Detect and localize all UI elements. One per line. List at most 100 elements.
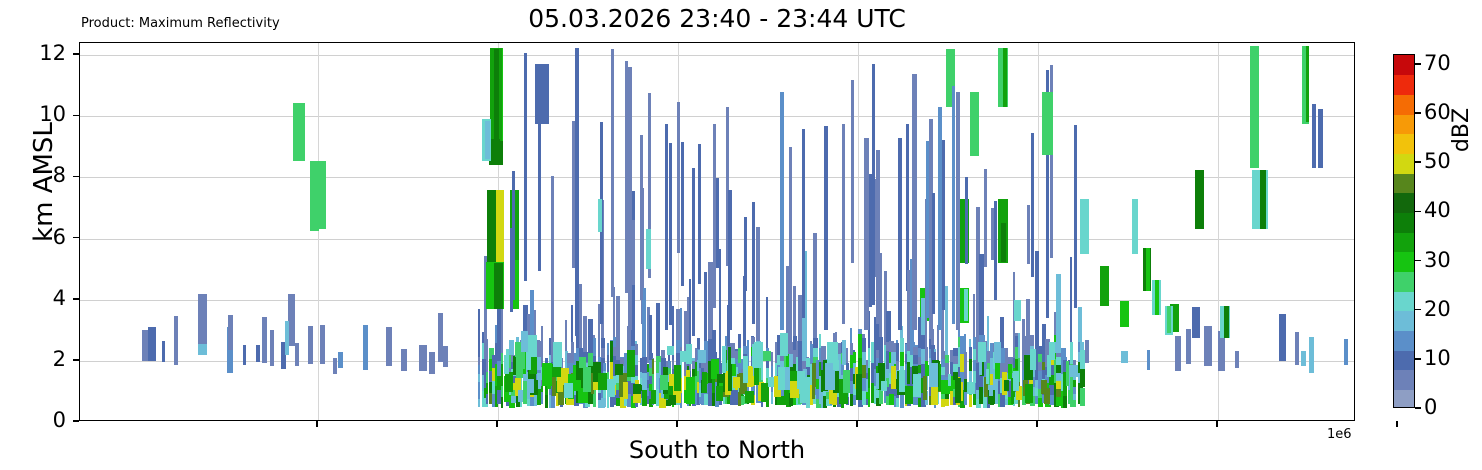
reflectivity-cell — [308, 326, 313, 364]
reflectivity-cell — [553, 342, 562, 367]
colorbar[interactable] — [1393, 54, 1415, 408]
reflectivity-cell — [738, 348, 741, 363]
colorbar-tick-label: 0 — [1424, 395, 1438, 419]
reflectivity-cell — [598, 373, 607, 390]
reflectivity-cell — [652, 359, 654, 375]
x-tick-mark — [1216, 421, 1218, 427]
reflectivity-cell — [610, 362, 614, 385]
reflectivity-cell — [1005, 347, 1008, 361]
gridline-horizontal — [80, 55, 1354, 57]
reflectivity-cell — [649, 383, 653, 392]
reflectivity-cell — [1015, 347, 1019, 359]
reflectivity-cell — [669, 394, 676, 405]
reflectivity-cell — [816, 369, 821, 380]
reflectivity-cell — [571, 342, 574, 353]
reflectivity-cell — [656, 389, 661, 406]
reflectivity-cell — [862, 333, 865, 339]
reflectivity-cell — [913, 347, 919, 356]
reflectivity-cell — [1063, 383, 1067, 396]
reflectivity-cell — [842, 340, 846, 365]
reflectivity-cell — [1080, 387, 1085, 407]
reflectivity-cell — [1056, 364, 1062, 374]
reflectivity-cell — [751, 385, 755, 396]
reflectivity-cell — [771, 391, 773, 405]
reflectivity-cell — [610, 339, 614, 362]
reflectivity-cell — [850, 380, 853, 394]
reflectivity-cell — [907, 372, 911, 384]
reflectivity-cell — [1049, 364, 1055, 375]
reflectivity-cell — [843, 370, 850, 393]
reflectivity-cell — [751, 366, 755, 376]
reflectivity-cell — [1063, 360, 1067, 372]
reflectivity-cell — [1035, 363, 1040, 372]
reflectivity-cell — [511, 382, 517, 390]
reflectivity-cell — [583, 352, 588, 361]
reflectivity-cell — [889, 394, 894, 406]
reflectivity-cell — [1026, 379, 1031, 388]
reflectivity-cell — [960, 372, 965, 390]
y-tick-label: 6 — [52, 224, 66, 249]
reflectivity-cell — [905, 364, 908, 375]
reflectivity-cell — [1005, 392, 1009, 399]
reflectivity-cell — [837, 342, 843, 354]
reflectivity-cell — [1344, 339, 1348, 365]
gridline-vertical — [858, 43, 859, 420]
reflectivity-cell — [579, 283, 582, 349]
colorbar-tick-label: 30 — [1424, 247, 1451, 272]
reflectivity-cell — [1047, 355, 1051, 378]
reflectivity-cell — [501, 385, 503, 397]
reflectivity-cell — [598, 303, 600, 357]
reflectivity-cell — [872, 63, 875, 305]
reflectivity-cell — [627, 326, 631, 356]
reflectivity-cell — [780, 352, 784, 362]
reflectivity-cell — [850, 355, 853, 369]
reflectivity-cell — [739, 372, 747, 395]
reflectivity-cell — [652, 357, 654, 360]
reflectivity-cell — [716, 178, 719, 269]
reflectivity-cell — [761, 383, 769, 403]
reflectivity-cell — [496, 189, 504, 262]
reflectivity-cell — [698, 349, 706, 364]
reflectivity-cell — [572, 121, 575, 268]
reflectivity-cell — [879, 252, 882, 338]
reflectivity-cell — [931, 382, 938, 405]
reflectivity-cell — [1045, 374, 1051, 383]
reflectivity-cell — [1080, 342, 1084, 350]
reflectivity-cell — [743, 345, 747, 354]
reflectivity-cell — [689, 358, 691, 371]
reflectivity-cell — [1008, 356, 1012, 358]
reflectivity-cell — [1318, 108, 1323, 169]
reflectivity-cell — [1070, 256, 1072, 343]
reflectivity-cell — [1018, 333, 1020, 358]
reflectivity-cell — [941, 358, 945, 367]
reflectivity-cell — [751, 336, 755, 347]
reflectivity-cell — [896, 361, 899, 371]
colorbar-band — [1394, 212, 1414, 233]
reflectivity-cell — [687, 347, 690, 363]
reflectivity-cell — [907, 351, 911, 363]
colorbar-band — [1394, 389, 1414, 407]
reflectivity-cell — [754, 359, 759, 386]
reflectivity-cell — [552, 363, 561, 377]
reflectivity-cell — [771, 366, 773, 379]
reflectivity-cell — [680, 392, 682, 408]
reflectivity-cell — [598, 198, 602, 233]
reflectivity-cell — [494, 263, 503, 309]
reflectivity-cell — [684, 311, 687, 363]
reflectivity-cell — [530, 396, 535, 407]
reflectivity-cell — [918, 316, 922, 349]
gridline-vertical — [318, 43, 319, 420]
reflectivity-cell — [973, 293, 975, 338]
reflectivity-cell — [529, 349, 537, 375]
reflectivity-cell — [766, 296, 768, 349]
reflectivity-cell — [850, 342, 853, 356]
y-tick-label: 8 — [52, 163, 66, 188]
reflectivity-cell — [1080, 198, 1089, 254]
plot-area[interactable] — [79, 42, 1355, 421]
reflectivity-cell — [482, 374, 485, 391]
reflectivity-cell — [485, 120, 490, 160]
reflectivity-cell — [735, 366, 739, 375]
reflectivity-cell — [858, 358, 863, 383]
reflectivity-cell — [969, 339, 971, 348]
reflectivity-cell — [1167, 305, 1171, 334]
